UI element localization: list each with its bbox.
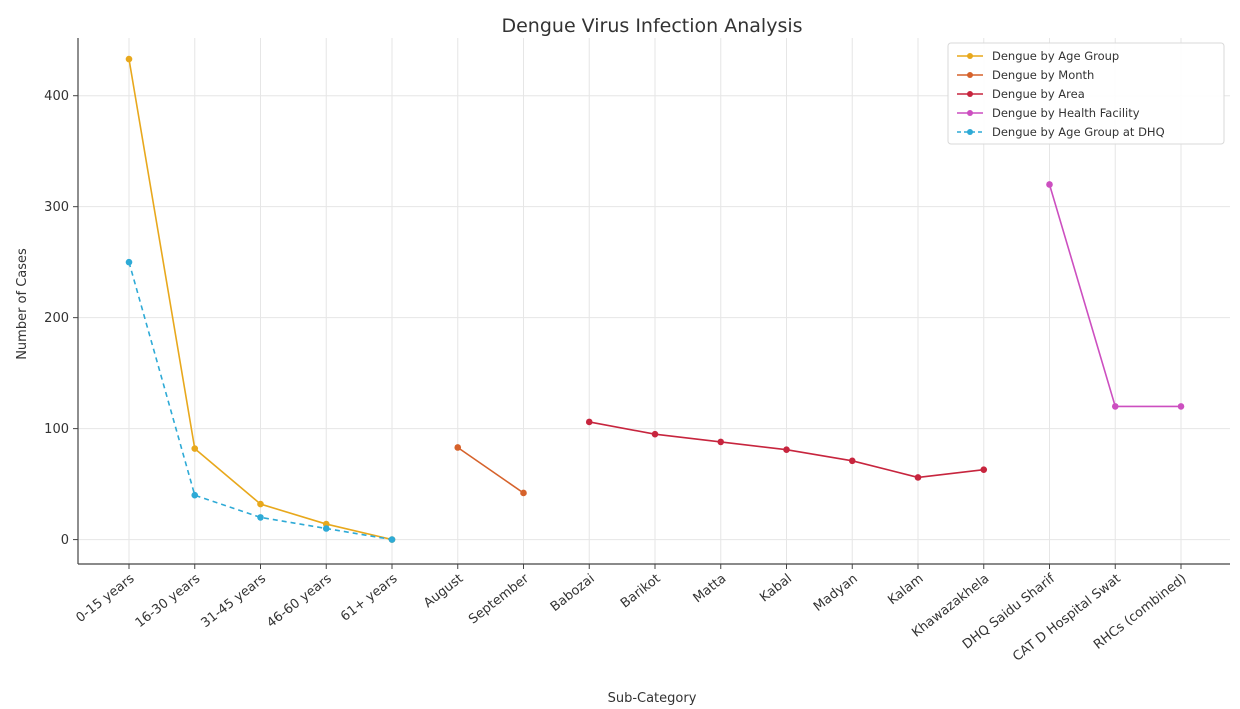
y-tick-label: 300 bbox=[44, 200, 69, 215]
y-tick-label: 200 bbox=[44, 311, 69, 326]
legend-entry-label: Dengue by Area bbox=[992, 87, 1085, 101]
legend-marker bbox=[967, 53, 973, 59]
data-point bbox=[914, 474, 922, 481]
legend-marker bbox=[967, 129, 973, 135]
data-point bbox=[1046, 181, 1053, 188]
legend-box bbox=[947, 42, 1225, 145]
chart-title: Dengue Virus Infection Analysis bbox=[501, 15, 802, 37]
data-point bbox=[257, 500, 264, 508]
x-tick-label: Barikot bbox=[618, 571, 663, 611]
legend-marker bbox=[967, 72, 973, 78]
data-point bbox=[848, 457, 856, 465]
legend-entry-label: Dengue by Age Group bbox=[992, 49, 1119, 63]
data-point bbox=[191, 445, 199, 452]
series-line bbox=[457, 446, 524, 494]
data-point bbox=[388, 536, 396, 543]
data-point bbox=[322, 525, 330, 532]
x-axis-label: Sub-Category bbox=[608, 691, 697, 706]
data-point bbox=[585, 418, 593, 426]
y-tick-label: 400 bbox=[44, 89, 69, 104]
data-point bbox=[717, 438, 725, 446]
data-point bbox=[257, 514, 264, 521]
data-point bbox=[1177, 403, 1185, 410]
data-point bbox=[651, 430, 659, 438]
x-tick-label: September bbox=[466, 571, 532, 627]
x-tick-label: Kalam bbox=[885, 571, 926, 608]
data-point bbox=[980, 466, 988, 473]
x-tick-label: Madyan bbox=[811, 571, 861, 614]
x-tick-label: 0-15 years bbox=[74, 571, 138, 626]
legend-entry-label: Dengue by Month bbox=[992, 68, 1094, 82]
x-tick-label: Kabal bbox=[757, 571, 795, 605]
x-tick-label: 61+ years bbox=[338, 571, 400, 624]
series-group bbox=[125, 55, 1185, 543]
legend-entry-label: Dengue by Health Facility bbox=[992, 106, 1140, 120]
x-tick-label: August bbox=[421, 571, 466, 611]
data-point bbox=[125, 258, 133, 266]
legend-marker bbox=[967, 110, 973, 116]
data-point bbox=[454, 444, 462, 451]
x-tick-label: 46-60 years bbox=[264, 571, 335, 631]
data-point bbox=[1111, 403, 1119, 410]
data-point bbox=[191, 491, 199, 499]
y-tick-label: 0 bbox=[61, 533, 69, 548]
x-tick-label: 31-45 years bbox=[199, 571, 270, 631]
x-tick-label: Babozai bbox=[548, 571, 598, 615]
legend-entry-label: Dengue by Age Group at DHQ bbox=[992, 125, 1165, 139]
y-tick-label: 100 bbox=[44, 422, 69, 437]
x-tick-label: 16-30 years bbox=[133, 571, 204, 631]
legend-marker bbox=[967, 91, 973, 97]
y-axis-label: Number of Cases bbox=[15, 248, 30, 360]
data-point bbox=[125, 55, 133, 63]
series-line bbox=[128, 261, 393, 541]
data-point bbox=[520, 489, 527, 497]
x-tick-label: Matta bbox=[691, 571, 730, 606]
data-point bbox=[783, 446, 790, 454]
x-tick-label: CAT D Hospital Swat bbox=[1010, 571, 1123, 664]
legend: Dengue by Age Group Dengue by Month Dengue… bbox=[947, 42, 1225, 145]
